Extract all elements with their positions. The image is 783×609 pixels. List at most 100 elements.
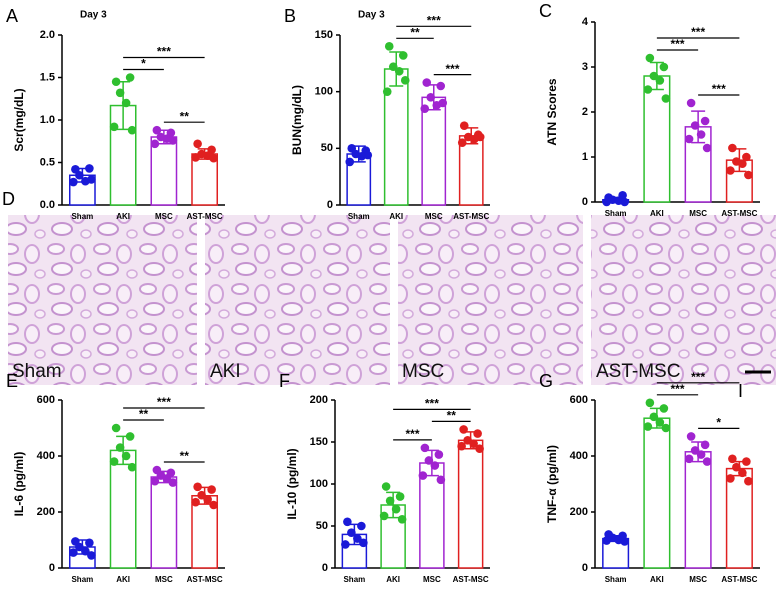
data-point [150,476,160,486]
significance-label: ** [139,407,149,421]
data-point [475,444,484,454]
x-tick-label: MSC [155,212,173,221]
image-label: AST-MSC [596,361,680,382]
data-point [702,143,712,153]
data-point [620,537,629,546]
data-point [469,439,478,448]
data-point [690,121,700,130]
y-tick-label: 0 [582,562,588,574]
data-point [121,451,131,461]
data-point [197,490,206,500]
data-point [359,538,368,548]
data-point [459,121,469,130]
data-point [207,485,216,494]
x-tick-label: MSC [689,575,707,584]
panel-label: G [539,371,553,391]
data-point [75,170,84,180]
bar [150,476,178,569]
y-tick-label: 0.5 [40,156,55,168]
y-tick-label: 4 [582,16,589,28]
data-point [81,546,90,556]
data-point [152,125,162,135]
x-tick-label: Sham [343,575,365,584]
data-point [85,538,94,548]
x-tick-label: AKI [116,575,130,584]
x-tick-label: Sham [348,212,370,221]
annotation: I [738,381,743,401]
bar [643,75,671,203]
histology-image [398,215,583,385]
data-point [382,87,392,96]
x-tick-label: AST-MSC [453,212,489,221]
subtitle: Day 3 [358,10,385,21]
y-axis-label: BUN(mg/dL) [290,85,304,155]
data-point [115,443,125,452]
data-point [111,423,121,433]
panel-label: A [6,6,18,26]
bar [419,462,445,569]
data-point [728,454,737,464]
data-point [127,125,137,135]
data-point [684,454,694,464]
y-tick-label: 1.5 [40,71,55,83]
y-tick-label: 2 [582,106,588,118]
data-point [121,98,131,108]
significance-label: *** [670,37,684,51]
data-point [726,166,735,175]
x-tick-label: MSC [423,575,441,584]
data-point [193,139,202,149]
data-point [341,540,350,549]
x-tick-label: AKI [650,575,664,584]
data-point [381,482,391,491]
y-axis-label: ATN Scores [545,78,559,145]
data-point [69,177,78,187]
x-tick-label: Sham [71,575,93,584]
data-point [744,170,753,180]
y-tick-label: 400 [570,450,588,462]
data-point [150,139,160,149]
bar [643,417,671,569]
significance-label: ** [410,26,420,40]
data-point [686,432,696,441]
y-tick-label: 0 [582,196,588,208]
data-point [690,446,700,455]
y-tick-label: 200 [37,506,55,518]
significance-label: *** [445,62,459,76]
data-point [418,471,428,480]
data-point [655,76,665,85]
data-point [168,136,178,145]
data-point [726,474,735,483]
image-label: MSC [402,361,444,382]
data-point [661,423,671,433]
significance-label: *** [427,14,441,28]
data-point [75,542,84,552]
data-point [168,478,178,487]
error-bar [386,491,401,519]
significance-label: *** [157,45,171,59]
data-point [420,443,430,453]
data-point [645,398,655,408]
significance-label: *** [712,82,726,96]
data-point [434,450,444,459]
x-tick-label: MSC [155,575,173,584]
data-point [191,497,200,507]
data-point [379,511,389,521]
data-point [85,164,94,173]
image-label: AKI [210,361,241,382]
data-point [391,504,401,514]
data-point [700,116,710,126]
x-tick-label: AST-MSC [721,209,757,218]
significance-label: *** [157,395,171,409]
data-point [115,88,125,98]
significance-label: *** [691,25,705,39]
data-point [643,85,653,94]
histology-image [205,215,390,385]
significance-label: * [716,416,721,430]
x-tick-label: AKI [386,575,400,584]
data-point [111,77,121,87]
data-point [696,130,706,139]
data-point [357,521,366,531]
bar [684,451,712,569]
y-tick-label: 200 [570,506,588,518]
